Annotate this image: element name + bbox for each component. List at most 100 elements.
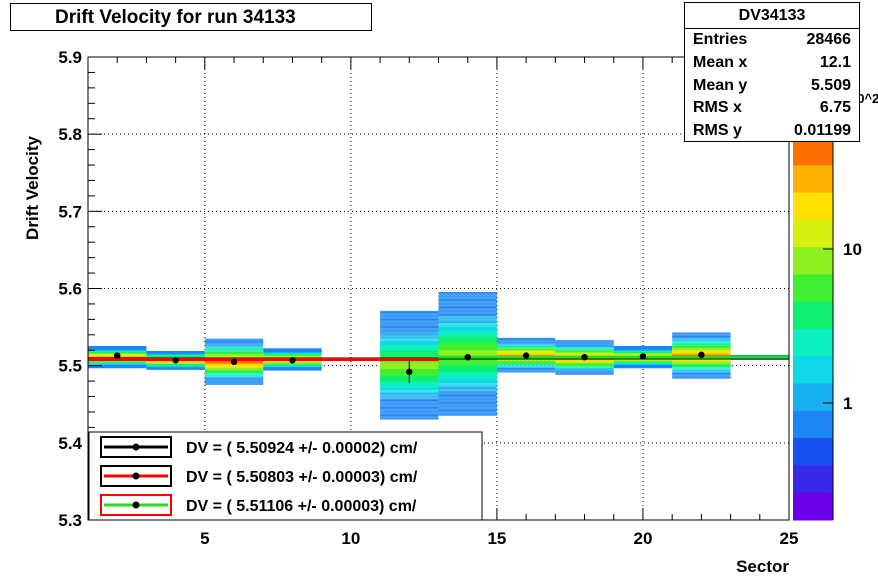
heatmap-cell	[672, 361, 731, 363]
heatmap-cell	[204, 372, 264, 374]
heatmap-cell	[263, 365, 322, 368]
heatmap-cell	[496, 343, 556, 345]
heatmap-cell	[496, 337, 556, 339]
heatmap-cell	[496, 366, 556, 368]
heatmap-cell	[555, 362, 614, 364]
palette-cell	[793, 410, 833, 425]
heatmap-cell	[438, 383, 497, 385]
heatmap-cell	[438, 300, 497, 302]
heatmap-cell	[672, 342, 731, 344]
heatmap-cell	[204, 383, 264, 385]
heatmap-cell	[438, 388, 497, 390]
heatmap-cell	[672, 334, 731, 336]
heatmap-cell	[496, 348, 556, 350]
heatmap-cell	[555, 350, 614, 353]
stats-row-mean-y: Mean y 5.509	[685, 75, 859, 98]
heatmap-cell	[380, 327, 439, 329]
heatmap-cell	[438, 293, 497, 295]
heatmap-cell	[380, 325, 439, 327]
heatmap-cell	[555, 342, 614, 344]
heatmap-cell	[204, 339, 264, 341]
heatmap-cell	[146, 364, 205, 367]
palette-cell	[793, 397, 833, 412]
heatmap-cell	[146, 366, 205, 368]
heatmap-cell	[204, 353, 264, 356]
heatmap-cell	[672, 344, 731, 346]
heatmap-cell	[438, 330, 497, 332]
heatmap-cell	[672, 337, 731, 339]
heatmap-cell	[380, 388, 439, 390]
heatmap-cell	[613, 363, 673, 365]
stats-value: 5.509	[810, 76, 851, 94]
heatmap-cell	[204, 375, 264, 377]
heatmap-cell	[88, 366, 147, 369]
heatmap-cell	[380, 338, 439, 340]
heatmap-cell	[438, 370, 497, 373]
heatmap-cell	[672, 339, 731, 341]
heatmap-cell	[380, 347, 439, 350]
y-tick-label: 5.7	[58, 202, 82, 221]
legend-marker-box	[100, 436, 172, 458]
heatmap-cell	[380, 356, 439, 358]
heatmap-cell	[438, 346, 497, 348]
heatmap-cell	[438, 386, 497, 388]
palette-cell	[793, 342, 833, 357]
palette-cell	[793, 192, 833, 207]
heatmap-cell	[555, 371, 614, 373]
palette-cell	[793, 383, 833, 398]
heatmap-cell	[438, 303, 497, 305]
heatmap-cell	[380, 386, 439, 388]
heatmap-cell	[146, 368, 205, 370]
heatmap-cell	[380, 310, 439, 312]
heatmap-cell	[380, 316, 439, 318]
heatmap-cell	[438, 341, 497, 344]
x-tick-label: 15	[487, 529, 506, 548]
heatmap-cell	[438, 333, 497, 336]
heatmap-cell	[438, 326, 497, 329]
heatmap-cell	[438, 352, 497, 354]
heatmap-cell	[88, 347, 147, 349]
heatmap-cell	[555, 364, 614, 366]
x-tick-label: 20	[633, 529, 652, 548]
heatmap-cell	[555, 373, 614, 375]
heatmap-cell	[438, 399, 497, 401]
y-tick-label: 5.5	[58, 357, 82, 376]
heatmap-cell	[555, 369, 614, 371]
heatmap-cell	[204, 354, 264, 357]
heatmap-cell	[380, 404, 439, 406]
legend-entry: DV = ( 5.50924 +/- 0.00002) cm/	[186, 440, 418, 457]
heatmap-cell	[496, 363, 556, 365]
heatmap-cell	[438, 331, 497, 333]
heatmap-cell	[613, 350, 673, 353]
axes: 5 10 15 20 25 5.3 5.4 5.5 5.6 5.7 5.8 5.9	[58, 48, 798, 548]
heatmap-cell	[438, 347, 497, 349]
heatmap-cell	[438, 369, 497, 371]
heatmap-cell	[380, 317, 439, 319]
heatmap-cell	[380, 400, 439, 402]
heatmap-cell	[380, 331, 439, 333]
heatmap-cell	[204, 350, 264, 352]
heatmap-cell	[672, 374, 731, 376]
heatmap-cell	[496, 342, 556, 344]
palette-cell	[793, 178, 833, 194]
heatmap-cell	[380, 409, 439, 411]
heatmap-cell	[380, 408, 439, 410]
heatmap-cell	[438, 310, 497, 312]
heatmap-cell	[438, 405, 497, 407]
heatmap-cell	[438, 329, 497, 331]
heatmap-cell	[204, 349, 264, 351]
heatmap-cell	[438, 312, 497, 314]
stats-row-rms-x: RMS x 6.75	[685, 97, 859, 120]
heatmap-cell	[496, 344, 556, 346]
heatmap-cell	[204, 347, 264, 349]
heatmap-cell	[380, 353, 439, 356]
heatmap-cell	[438, 368, 497, 370]
heatmap-cell	[672, 368, 731, 370]
heatmap-cell	[204, 380, 264, 382]
heatmap-cell	[380, 401, 439, 403]
heatmap-cell	[204, 379, 264, 381]
heatmap-cell	[438, 396, 497, 398]
heatmap-cell	[380, 411, 439, 413]
heatmap-cell	[204, 366, 264, 368]
